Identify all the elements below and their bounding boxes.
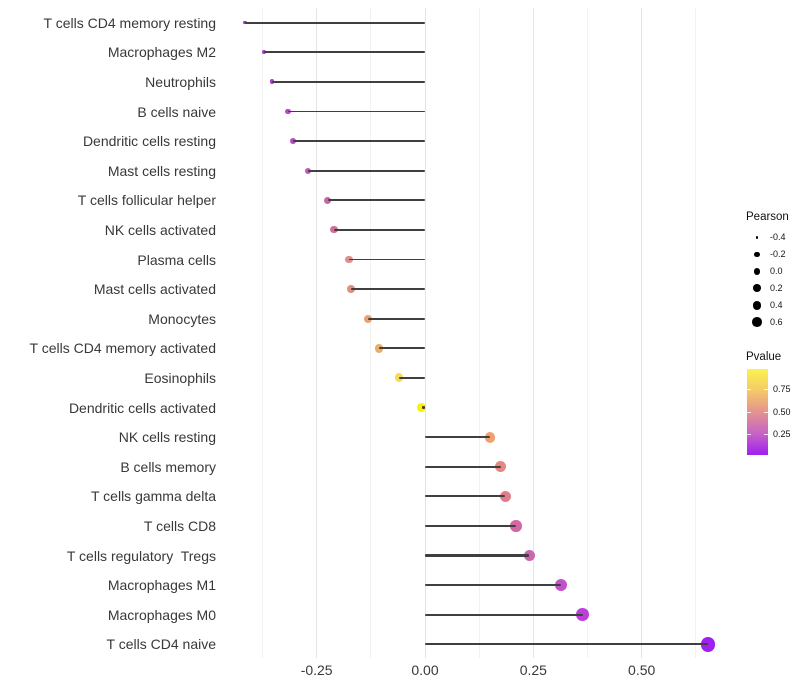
gridline-minor bbox=[478, 8, 480, 658]
colorbar-tick bbox=[764, 411, 768, 413]
size-legend-dot bbox=[752, 300, 762, 310]
y-axis-label: NK cells activated bbox=[104, 221, 216, 238]
size-legend-label: 0.4 bbox=[770, 300, 783, 311]
gridline-minor bbox=[586, 8, 588, 658]
lollipop-dot bbox=[495, 461, 507, 473]
colorbar-tick bbox=[747, 411, 751, 413]
lollipop-dot bbox=[576, 608, 590, 622]
colorbar-tick bbox=[747, 388, 751, 390]
lollipop-stem bbox=[350, 288, 425, 291]
y-axis-label: B cells memory bbox=[120, 458, 216, 475]
y-axis-label: Macrophages M0 bbox=[107, 606, 216, 623]
x-axis-tick-label: -0.25 bbox=[300, 662, 333, 678]
x-axis-tick-label: 0.00 bbox=[411, 662, 439, 678]
lollipop-dot bbox=[554, 578, 568, 592]
lollipop-stem bbox=[425, 524, 516, 527]
lollipop-stem bbox=[245, 21, 425, 24]
lollipop-stem bbox=[334, 228, 425, 231]
colorbar-tick bbox=[747, 434, 751, 436]
lollipop-dot bbox=[484, 431, 496, 443]
lollipop-dot bbox=[363, 314, 372, 323]
lollipop-dot bbox=[523, 549, 536, 562]
y-axis-label: Mast cells resting bbox=[107, 162, 216, 179]
lollipop-stem bbox=[421, 406, 425, 409]
y-axis-label: Plasma cells bbox=[137, 251, 216, 268]
y-axis-label: T cells CD4 memory resting bbox=[43, 14, 216, 31]
y-axis-label: Eosinophils bbox=[144, 369, 216, 386]
colorbar-tick-label: 0.75 bbox=[773, 383, 791, 394]
y-axis-label: Dendritic cells activated bbox=[68, 399, 216, 416]
size-legend-dot bbox=[755, 235, 759, 239]
lollipop-dot bbox=[261, 50, 266, 55]
y-axis-label: T cells gamma delta bbox=[90, 488, 216, 505]
y-axis-label: Monocytes bbox=[148, 310, 216, 327]
gridline-minor bbox=[695, 8, 697, 658]
lollipop-stem bbox=[327, 199, 425, 202]
colorbar-tick-label: 0.25 bbox=[773, 429, 791, 440]
lollipop-stem bbox=[349, 258, 425, 261]
size-legend-label: 0.6 bbox=[770, 317, 783, 328]
lollipop-stem bbox=[292, 140, 425, 143]
lollipop-stem bbox=[425, 436, 490, 439]
lollipop-stem bbox=[425, 465, 501, 468]
size-legend-dot bbox=[753, 284, 761, 293]
size-legend-label: 0.2 bbox=[770, 283, 783, 294]
gridline-major bbox=[316, 8, 318, 658]
lollipop-dot bbox=[700, 636, 716, 652]
y-axis-label: Macrophages M1 bbox=[107, 577, 216, 594]
lollipop-dot bbox=[416, 402, 427, 413]
size-legend-label: -0.4 bbox=[770, 232, 786, 243]
lollipop-stem bbox=[263, 51, 425, 54]
pvalue-colorbar bbox=[747, 369, 768, 455]
y-axis-label: Dendritic cells resting bbox=[82, 133, 216, 150]
size-legend-dot bbox=[752, 317, 762, 328]
lollipop-stem bbox=[367, 317, 425, 320]
lollipop-dot bbox=[510, 520, 522, 532]
lollipop-dot bbox=[330, 226, 338, 234]
lollipop-stem bbox=[425, 613, 583, 616]
y-axis-label: B cells naive bbox=[137, 103, 216, 120]
y-axis-label: T cells CD8 bbox=[143, 517, 216, 534]
y-axis-label: T cells CD4 memory activated bbox=[29, 340, 216, 357]
x-axis-tick-label: 0.50 bbox=[628, 662, 656, 678]
lollipop-stem bbox=[379, 347, 425, 350]
lollipop-dot bbox=[394, 373, 404, 383]
lollipop-stem bbox=[425, 554, 530, 557]
y-axis-label: Neutrophils bbox=[145, 73, 216, 90]
lollipop-stem bbox=[288, 110, 425, 113]
lollipop-stem bbox=[425, 495, 506, 498]
y-axis-label: Mast cells activated bbox=[93, 281, 216, 298]
gridline-minor bbox=[370, 8, 372, 658]
lollipop-stem bbox=[425, 643, 708, 646]
size-legend-label: -0.2 bbox=[770, 249, 786, 260]
gridline-major bbox=[424, 8, 426, 658]
lollipop-stem bbox=[399, 376, 425, 379]
size-legend-title: Pearson bbox=[746, 211, 789, 223]
size-legend-dot bbox=[753, 268, 761, 275]
y-axis-label: Macrophages M2 bbox=[107, 44, 216, 61]
color-legend-title: Pvalue bbox=[746, 351, 782, 363]
gridline-minor bbox=[262, 8, 263, 658]
y-axis-label: T cells CD4 naive bbox=[106, 636, 216, 653]
y-axis-label: T cells regulatory Tregs bbox=[66, 547, 216, 564]
gridline-major bbox=[641, 8, 643, 658]
colorbar-tick-label: 0.50 bbox=[773, 406, 791, 417]
lollipop-stem bbox=[272, 80, 425, 83]
lollipop-stem bbox=[308, 169, 425, 172]
colorbar-tick bbox=[764, 434, 768, 436]
lollipop-dot bbox=[374, 344, 384, 353]
lollipop-dot bbox=[304, 167, 312, 174]
lollipop-dot bbox=[345, 255, 353, 264]
x-axis-tick-label: 0.25 bbox=[519, 662, 547, 678]
gridline-major bbox=[532, 8, 534, 658]
size-legend-label: 0.0 bbox=[770, 266, 783, 277]
size-legend-dot bbox=[754, 251, 760, 257]
lollipop-stem bbox=[425, 583, 562, 587]
lollipop-dot bbox=[499, 490, 511, 502]
y-axis-label: T cells follicular helper bbox=[77, 192, 216, 209]
y-axis-label: NK cells resting bbox=[118, 429, 216, 446]
colorbar-tick bbox=[764, 388, 768, 390]
